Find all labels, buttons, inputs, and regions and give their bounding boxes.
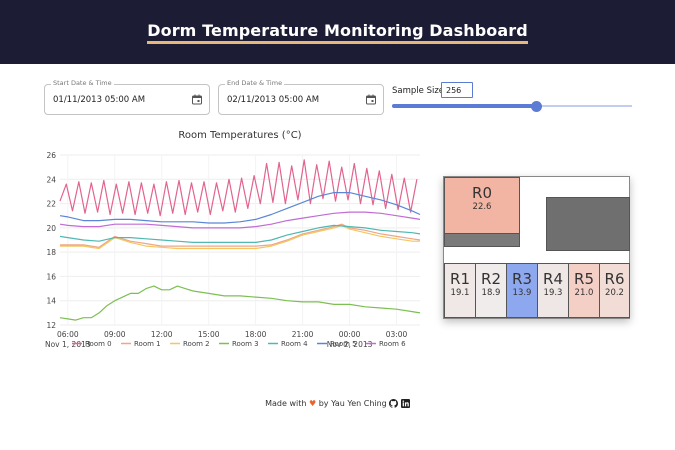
y-tick-label: 18 bbox=[46, 248, 56, 257]
start-datetime-field[interactable]: Start Date & Time 01/11/2013 05:00 AM bbox=[44, 79, 210, 115]
page-title: Dorm Temperature Monitoring Dashboard bbox=[0, 21, 675, 44]
room-r5-name: R5 bbox=[574, 270, 594, 288]
legend-label: Room 1 bbox=[134, 340, 161, 348]
service-block bbox=[546, 197, 630, 251]
room-r0-value: 22.6 bbox=[472, 202, 492, 212]
sample-size-input[interactable]: 256 bbox=[441, 82, 473, 98]
room-r2-value: 18.9 bbox=[481, 288, 501, 298]
x-tick-label: 03:00 bbox=[386, 330, 408, 339]
room-r6-value: 20.2 bbox=[605, 288, 624, 298]
floor-plan: R0 22.6 R1 19.1 R2 18.9 R3 13.9 R4 19.3 … bbox=[443, 176, 630, 319]
room-r1-name: R1 bbox=[450, 270, 470, 288]
series-line-room-5 bbox=[59, 191, 421, 224]
y-tick-label: 14 bbox=[46, 297, 56, 306]
room-r4-name: R4 bbox=[543, 270, 563, 288]
sample-size-slider-fill bbox=[392, 104, 536, 108]
end-datetime-label: End Date & Time bbox=[225, 79, 285, 87]
series-line-room-6 bbox=[59, 211, 421, 229]
header-bar: Dorm Temperature Monitoring Dashboard bbox=[0, 0, 675, 64]
sample-size-slider-thumb[interactable] bbox=[530, 101, 542, 112]
y-tick-label: 20 bbox=[46, 224, 56, 233]
y-tick-label: 12 bbox=[46, 321, 56, 330]
x-tick-label: 12:00 bbox=[151, 330, 173, 339]
footer-made-with: Made with bbox=[265, 399, 307, 408]
sample-size-label: Sample Size bbox=[392, 86, 445, 96]
x-tick-date: Nov 2, 2013 bbox=[327, 340, 373, 349]
y-tick-label: 24 bbox=[46, 175, 56, 184]
x-tick-label: 00:00 bbox=[339, 330, 361, 339]
series-line-room-4 bbox=[59, 224, 421, 244]
github-icon[interactable] bbox=[389, 399, 399, 408]
room-r2-name: R2 bbox=[481, 270, 501, 288]
room-r0[interactable]: R0 22.6 bbox=[444, 177, 520, 234]
room-r6-name: R6 bbox=[604, 270, 625, 288]
linkedin-icon[interactable] bbox=[400, 399, 410, 408]
room-r0-name: R0 bbox=[472, 184, 492, 202]
heart-icon: ♥ bbox=[309, 399, 317, 408]
room-r1[interactable]: R1 19.1 bbox=[444, 263, 476, 318]
legend-label: Room 6 bbox=[379, 340, 406, 348]
room-r4-value: 19.3 bbox=[543, 288, 563, 298]
series-line-room-3 bbox=[59, 285, 421, 321]
y-tick-label: 26 bbox=[46, 151, 56, 160]
room-r2[interactable]: R2 18.9 bbox=[475, 263, 507, 318]
end-datetime-value[interactable]: 02/11/2013 05:00 AM bbox=[227, 95, 320, 105]
x-tick-label: 06:00 bbox=[57, 330, 79, 339]
legend-label: Room 2 bbox=[183, 340, 210, 348]
y-tick-label: 16 bbox=[46, 272, 56, 281]
calendar-icon[interactable] bbox=[191, 93, 203, 106]
legend-label: Room 0 bbox=[85, 340, 112, 348]
x-tick-label: 18:00 bbox=[245, 330, 267, 339]
start-datetime-value[interactable]: 01/11/2013 05:00 AM bbox=[53, 95, 146, 105]
y-tick-label: 22 bbox=[46, 200, 56, 209]
end-datetime-field[interactable]: End Date & Time 02/11/2013 05:00 AM bbox=[218, 79, 384, 115]
room-r1-value: 19.1 bbox=[450, 288, 470, 298]
x-tick-label: 15:00 bbox=[198, 330, 220, 339]
room-r6[interactable]: R6 20.2 bbox=[599, 263, 630, 318]
x-tick-label: 09:00 bbox=[104, 330, 126, 339]
room-r3-name: R3 bbox=[512, 270, 532, 288]
legend-label: Room 4 bbox=[281, 340, 308, 348]
footer-author: by Yau Yen Ching bbox=[318, 399, 387, 408]
room-r5[interactable]: R5 21.0 bbox=[568, 263, 600, 318]
start-datetime-label: Start Date & Time bbox=[51, 79, 114, 87]
room-r3-value: 13.9 bbox=[512, 288, 532, 298]
room-r5-value: 21.0 bbox=[574, 288, 594, 298]
x-tick-label: 21:00 bbox=[292, 330, 314, 339]
series-line-room-1 bbox=[60, 223, 421, 248]
legend-label: Room 5 bbox=[330, 340, 357, 348]
footer: Made with ♥ by Yau Yen Ching bbox=[0, 399, 675, 408]
corridor-block bbox=[444, 233, 520, 247]
legend-label: Room 3 bbox=[232, 340, 259, 348]
x-tick-date: Nov 1, 2013 bbox=[45, 340, 91, 349]
series-line-room-2 bbox=[60, 224, 420, 250]
calendar-icon[interactable] bbox=[365, 93, 377, 106]
room-r3[interactable]: R3 13.9 bbox=[506, 263, 538, 318]
room-r4[interactable]: R4 19.3 bbox=[537, 263, 569, 318]
series-line-room-0 bbox=[59, 159, 418, 217]
chart-title: Room Temperatures (°C) bbox=[178, 130, 302, 141]
